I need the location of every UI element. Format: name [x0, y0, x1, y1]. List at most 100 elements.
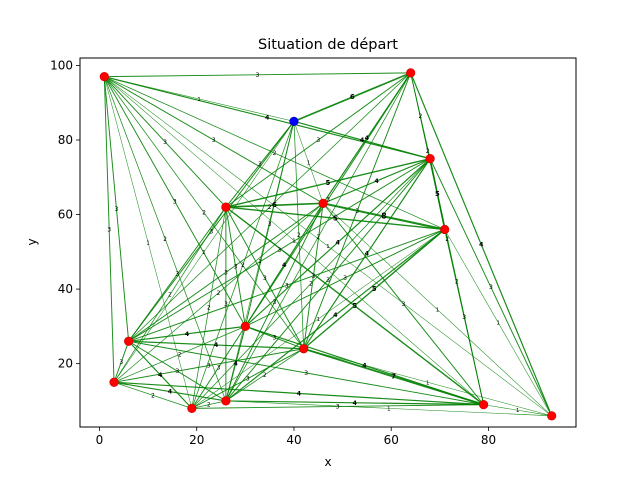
edge-weight-label: 4 — [479, 240, 484, 248]
edge-weight-label: 3 — [224, 301, 228, 308]
edge-weight-label: 3 — [355, 208, 359, 215]
node-5 — [221, 202, 231, 212]
edge-46 — [244, 203, 324, 327]
y-tick-label: 60 — [58, 208, 73, 222]
edge-34 — [322, 158, 431, 204]
edge-weight-label: 3 — [401, 301, 405, 308]
edge-weight-label: 3 — [304, 370, 308, 377]
edge-weight-label: 2 — [207, 403, 211, 409]
edge-weight-label: 4 — [365, 250, 370, 258]
edge-weight-label: 5 — [326, 179, 331, 187]
node-4 — [318, 198, 328, 208]
edge-weight-label: 4 — [353, 399, 358, 407]
edge-70 — [113, 326, 246, 383]
edge-65 — [225, 228, 446, 402]
edge-2 — [104, 76, 431, 160]
edge-weight-label: 3 — [224, 269, 228, 276]
edge-weight-label: 3 — [175, 368, 179, 375]
edge-76 — [128, 340, 193, 409]
node-11 — [187, 403, 197, 413]
edge-weight-label: 1 — [258, 259, 261, 265]
edge-26 — [293, 121, 324, 204]
edge-24 — [410, 72, 553, 417]
edge-19 — [244, 72, 412, 327]
edge-weight-label: 4 — [168, 388, 173, 396]
edge-32 — [191, 121, 295, 409]
edge-weight-label: 3 — [207, 363, 211, 370]
edge-weight-label: 3 — [119, 359, 123, 366]
edge-20 — [128, 72, 411, 342]
edge-79 — [113, 348, 304, 383]
edge-weight-label: 3 — [209, 228, 213, 235]
edge-54 — [225, 207, 246, 327]
edge-81 — [225, 348, 304, 402]
node-12 — [221, 396, 231, 406]
edge-weight-label: 3 — [246, 376, 250, 383]
edge-weight-label: 3 — [316, 137, 320, 144]
edge-17 — [225, 72, 411, 208]
edge-weight-label: 1 — [197, 97, 200, 103]
x-axis-label: x — [324, 455, 331, 469]
edge-64 — [191, 229, 445, 409]
x-axis-ticks: 0 20 40 60 80 — [96, 427, 496, 447]
edge-weight-label: 2 — [309, 282, 313, 288]
edge-weight-label: 6 — [350, 92, 355, 101]
edge-weight-label: 5 — [333, 214, 338, 222]
edge-27 — [225, 121, 295, 208]
x-tick-label: 20 — [189, 433, 204, 447]
edge-weight-label: 1 — [387, 406, 390, 412]
edge-43 — [429, 158, 553, 417]
edge-71 — [191, 326, 246, 409]
x-tick-label: 80 — [481, 433, 496, 447]
edge-7 — [103, 76, 130, 342]
edge-weight-label: 2 — [426, 149, 430, 155]
edge-weight-label: 1 — [292, 239, 295, 245]
edge-weight-label: 1 — [202, 250, 205, 256]
edge-weight-label: 8 — [381, 211, 386, 220]
node-layer — [99, 68, 557, 421]
edge-67 — [444, 229, 552, 416]
edge-4 — [103, 76, 227, 208]
edge-29 — [128, 121, 295, 342]
edge-weight-label: 1 — [496, 321, 499, 327]
edge-weight-label: 3 — [107, 226, 111, 233]
edge-68 — [128, 325, 246, 342]
edge-39 — [303, 158, 431, 350]
edge-3 — [104, 76, 324, 204]
edge-85 — [113, 381, 226, 402]
edge-88 — [191, 404, 484, 409]
edge-0 — [104, 72, 411, 78]
edge-weight-label: 3 — [311, 273, 315, 280]
edge-weight-label: 2 — [217, 291, 221, 297]
edge-63 — [303, 228, 446, 350]
edge-weight-label: 3 — [212, 137, 216, 144]
edge-86 — [114, 381, 484, 406]
edge-40 — [191, 158, 431, 409]
edge-weight-label: 2 — [202, 211, 206, 217]
edge-53 — [225, 206, 445, 231]
edge-90 — [225, 400, 552, 417]
edge-89 — [225, 400, 484, 406]
edge-38 — [128, 158, 431, 342]
edge-weight-label: 5 — [372, 285, 377, 293]
edge-weight-label: 5 — [352, 302, 357, 310]
edge-weight-label: 3 — [263, 275, 267, 282]
edge-weight-label: 2 — [445, 237, 449, 243]
edge-weight-label: 3 — [163, 139, 167, 146]
edge-weight-label: 4 — [282, 261, 287, 269]
node-10 — [109, 377, 119, 387]
edge-weight-label: 3 — [489, 284, 493, 291]
edge-weight-label: 4 — [214, 341, 219, 349]
y-tick-label: 80 — [58, 133, 73, 147]
edge-33 — [225, 121, 295, 401]
edge-58 — [191, 207, 227, 409]
edge-weight-label: 4 — [335, 239, 340, 247]
edge-11 — [103, 76, 227, 402]
start-node — [289, 116, 299, 126]
edge-49 — [113, 203, 324, 383]
node-3 — [425, 154, 435, 164]
edge-10 — [104, 76, 193, 409]
edge-91 — [483, 404, 552, 417]
y-axis-label: y — [25, 238, 39, 245]
